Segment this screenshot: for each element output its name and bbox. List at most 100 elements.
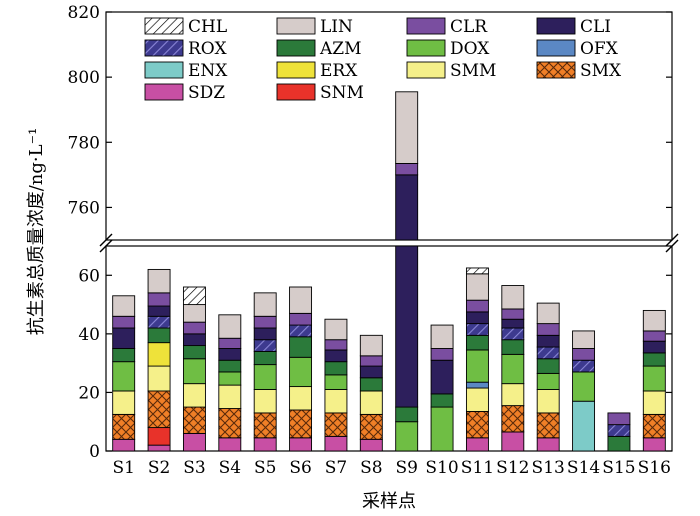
bar-segment-smx (112, 413, 136, 440)
bar-segment-smm (147, 365, 171, 392)
bar-segment-lin (536, 302, 560, 325)
axes-text: 760 780 800 820 0 20 40 60 S1 S2 S3 S4 S5 S6 S7 S8 S9 S10… (26, 3, 671, 512)
x-tick-label: S4 (219, 458, 241, 478)
legend-swatch-chl (144, 17, 184, 35)
legend-label-smm: SMM (450, 61, 496, 81)
bar-segment-lin (253, 292, 277, 317)
bar-segment-sdz (501, 431, 525, 452)
bar-segment-sdz (147, 444, 171, 452)
bar-segment-rox (572, 359, 596, 373)
x-axis-label: 采样点 (362, 491, 416, 512)
y-tick-label: 760 (68, 198, 100, 218)
bar-segment-cli (430, 359, 454, 395)
bar-segment-dox (395, 421, 419, 452)
bar-segment-sdz (218, 437, 242, 452)
bar-segment-cli (395, 245, 419, 408)
bar-segment-azm (218, 359, 242, 373)
y-axis-label: 抗生素总质量浓度/ng·L⁻¹ (26, 128, 47, 336)
bar-segment-smx (253, 412, 277, 439)
bar-segment-lin (642, 309, 666, 332)
bar-segment-dox (430, 406, 454, 452)
legend: CHL LIN CLR CLI ROX AZM DOX OFX ENX ERX SMM SMX SDZ S… (144, 17, 622, 103)
bar-segment-smx (536, 412, 560, 439)
bar-segment-cli (147, 305, 171, 317)
x-tick-label: S13 (532, 458, 565, 478)
bar-segment-smm (501, 383, 525, 407)
legend-swatch-smx (536, 61, 576, 79)
bar-segment-smm (465, 387, 489, 412)
bar-segment-dox (572, 371, 596, 402)
bar-segment-clr (218, 337, 242, 349)
legend-swatch-azm (276, 39, 316, 57)
bar-segment-clr (182, 321, 206, 335)
bar-segment-sdz (536, 437, 560, 452)
bar-segment-azm (395, 406, 419, 423)
bar-segment-sdz (253, 437, 277, 452)
bar-segment-lin (182, 304, 206, 323)
bar-segment-smm (112, 390, 136, 415)
bars-layer (112, 91, 666, 452)
bar-segment-dox (324, 374, 348, 390)
bar-segment-lin (289, 286, 313, 314)
bar-segment-chl (465, 267, 489, 275)
bar-segment-rox (501, 327, 525, 341)
bar-segment-smm (324, 389, 348, 414)
x-tick-label: S1 (112, 458, 134, 478)
bar-segment-lin (112, 295, 136, 317)
bar-segment-azm (465, 334, 489, 351)
legend-swatch-erx (276, 61, 316, 79)
bar-segment-lin (359, 334, 383, 357)
bar-segment-sdz (289, 437, 313, 452)
bar-segment-chl (182, 286, 206, 306)
bar-segment-rox (465, 323, 489, 336)
bar-segment-smx (218, 408, 242, 439)
bar-segment-dox (218, 371, 242, 386)
bar-segment-lin (324, 318, 348, 341)
bar-segment-rox (253, 339, 277, 352)
y-tick-label: 60 (78, 266, 100, 286)
bar-segment-clr (430, 348, 454, 361)
x-tick-label: S6 (289, 458, 311, 478)
axis-break-mark (665, 233, 679, 247)
legend-swatch-snm (276, 83, 316, 101)
bar-segment-rox (536, 346, 560, 360)
bar-segment-smx (642, 413, 666, 439)
y-tick-label: 0 (89, 442, 100, 462)
bar-segment-dox (642, 365, 666, 392)
bar-segment-azm (147, 327, 171, 344)
bar-segment-lin (501, 285, 525, 310)
bar-segment-erx (147, 342, 171, 367)
bar-segment-dox (112, 361, 136, 392)
bar-segment-enx (572, 400, 596, 452)
bar-segment-azm (536, 358, 560, 374)
x-tick-label: S14 (567, 458, 600, 478)
legend-label-ofx: OFX (580, 39, 619, 59)
legend-label-azm: AZM (319, 39, 362, 59)
bar-segment-azm (642, 352, 666, 367)
bar-segment-smx (324, 412, 348, 437)
bar-segment-azm (253, 350, 277, 366)
x-tick-label: S2 (148, 458, 170, 478)
bar-segment-dox (289, 356, 313, 388)
legend-label-lin: LIN (320, 17, 353, 37)
bar-segment-cli (536, 334, 560, 348)
legend-label-smx: SMX (580, 61, 622, 81)
x-tick-label: S15 (602, 458, 635, 478)
bar-segment-sdz (324, 435, 348, 452)
bar-segment-smx (289, 409, 313, 439)
bar-segment-dox (253, 364, 277, 390)
bar-segment-smx (465, 411, 489, 439)
bar-segment-lin (572, 330, 596, 349)
bar-segment-smm (536, 389, 560, 414)
bar-segment-clr (147, 292, 171, 307)
x-tick-label: S9 (395, 458, 417, 478)
bar-segment-azm (324, 361, 348, 376)
bar-segment-smm (289, 386, 313, 411)
bar-segment-smm (642, 390, 666, 415)
x-tick-label: S16 (638, 458, 671, 478)
x-tick-label: S8 (360, 458, 382, 478)
bar-segment-rox (147, 315, 171, 329)
bar-segment-lin (218, 314, 242, 339)
legend-swatch-cli (536, 17, 576, 35)
bar-segment-azm (289, 336, 313, 358)
